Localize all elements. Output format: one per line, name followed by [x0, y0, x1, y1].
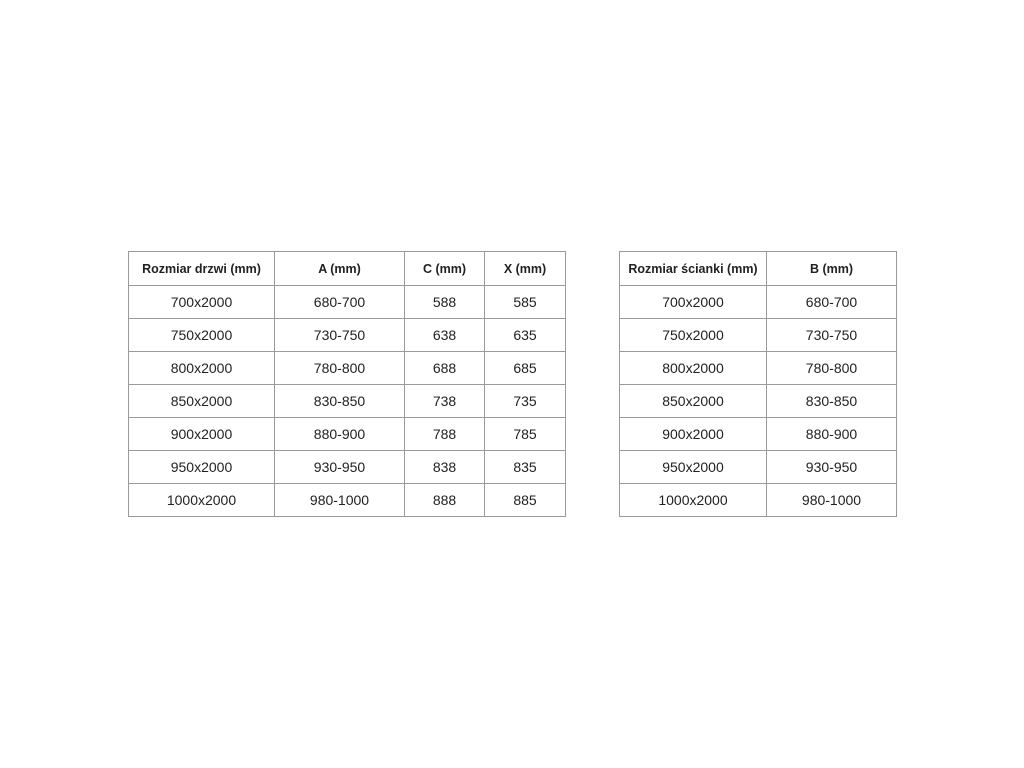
table-cell: 980-1000: [766, 483, 897, 517]
table-cell: 880-900: [766, 417, 897, 451]
table-cell: 800x2000: [619, 351, 767, 385]
table-row: 750x2000 730-750: [619, 318, 897, 352]
table-cell: 700x2000: [128, 285, 275, 319]
table-cell: 750x2000: [128, 318, 275, 352]
table-cell: 788: [404, 417, 485, 451]
table-row: 750x2000 730-750 638 635: [128, 318, 566, 352]
table-cell: 680-700: [766, 285, 897, 319]
table-cell: 980-1000: [274, 483, 405, 517]
table-row: 850x2000 830-850: [619, 384, 897, 418]
table-cell: 830-850: [274, 384, 405, 418]
table-cell: 950x2000: [128, 450, 275, 484]
table-cell: 900x2000: [619, 417, 767, 451]
table-cell: 835: [484, 450, 566, 484]
column-header: A (mm): [274, 251, 405, 286]
table-cell: 850x2000: [128, 384, 275, 418]
table-cell: 780-800: [766, 351, 897, 385]
table-cell: 635: [484, 318, 566, 352]
column-header: C (mm): [404, 251, 485, 286]
column-header: Rozmiar ścianki (mm): [619, 251, 767, 286]
table-cell: 800x2000: [128, 351, 275, 385]
table-header-row: Rozmiar drzwi (mm) A (mm) C (mm) X (mm): [128, 251, 566, 286]
table-cell: 735: [484, 384, 566, 418]
column-header: B (mm): [766, 251, 897, 286]
table-header-row: Rozmiar ścianki (mm) B (mm): [619, 251, 897, 286]
table-cell: 780-800: [274, 351, 405, 385]
table-row: 800x2000 780-800 688 685: [128, 351, 566, 385]
table-cell: 1000x2000: [128, 483, 275, 517]
table-row: 700x2000 680-700 588 585: [128, 285, 566, 319]
table-cell: 1000x2000: [619, 483, 767, 517]
table-cell: 830-850: [766, 384, 897, 418]
table-cell: 930-950: [274, 450, 405, 484]
table-cell: 700x2000: [619, 285, 767, 319]
table-cell: 738: [404, 384, 485, 418]
door-size-table: Rozmiar drzwi (mm) A (mm) C (mm) X (mm) 700…: [128, 251, 566, 517]
table-cell: 688: [404, 351, 485, 385]
table-cell: 638: [404, 318, 485, 352]
table-row: 950x2000 930-950 838 835: [128, 450, 566, 484]
table-cell: 685: [484, 351, 566, 385]
table-cell: 730-750: [274, 318, 405, 352]
table-row: 900x2000 880-900 788 785: [128, 417, 566, 451]
table-row: 700x2000 680-700: [619, 285, 897, 319]
table-row: 800x2000 780-800: [619, 351, 897, 385]
table-cell: 888: [404, 483, 485, 517]
table-row: 850x2000 830-850 738 735: [128, 384, 566, 418]
column-header: Rozmiar drzwi (mm): [128, 251, 275, 286]
table-cell: 838: [404, 450, 485, 484]
table-cell: 680-700: [274, 285, 405, 319]
table-cell: 750x2000: [619, 318, 767, 352]
table-row: 1000x2000 980-1000 888 885: [128, 483, 566, 517]
table-cell: 730-750: [766, 318, 897, 352]
table-cell: 585: [484, 285, 566, 319]
table-cell: 588: [404, 285, 485, 319]
table-cell: 785: [484, 417, 566, 451]
table-row: 900x2000 880-900: [619, 417, 897, 451]
column-header: X (mm): [484, 251, 566, 286]
table-cell: 900x2000: [128, 417, 275, 451]
wall-size-table: Rozmiar ścianki (mm) B (mm) 700x2000 680-7…: [619, 251, 897, 517]
table-cell: 950x2000: [619, 450, 767, 484]
table-cell: 930-950: [766, 450, 897, 484]
table-row: 1000x2000 980-1000: [619, 483, 897, 517]
table-cell: 850x2000: [619, 384, 767, 418]
table-row: 950x2000 930-950: [619, 450, 897, 484]
table-cell: 885: [484, 483, 566, 517]
table-cell: 880-900: [274, 417, 405, 451]
